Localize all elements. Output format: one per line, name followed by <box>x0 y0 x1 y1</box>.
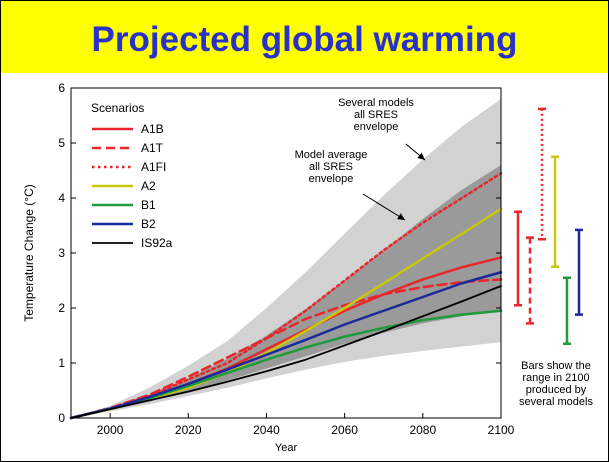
series-is92a-line <box>70 285 502 419</box>
series-b2-line <box>69 271 503 420</box>
envelope-2 <box>71 165 501 418</box>
legend-label-a1t: A1T <box>141 141 164 155</box>
envelope-layer <box>71 99 501 418</box>
annotation-2-arrowhead <box>397 213 405 220</box>
bars-caption-line-4: several models <box>519 396 593 408</box>
y-tick-label-5: 5 <box>58 136 65 150</box>
legend-label-is92a: IS92a <box>141 236 173 250</box>
x-tick-label-2100: 2100 <box>488 423 515 437</box>
annotation-2-arrow <box>362 193 406 221</box>
legend: Scenarios A1B A1T A1FI A2 B1 B2 IS92a <box>91 101 173 250</box>
y-tick-label-0: 0 <box>58 411 65 425</box>
x-axis-label: Year <box>275 442 298 454</box>
x-tick-label-2080: 2080 <box>409 423 436 437</box>
annotation-1-line-2: all SRES <box>354 109 398 121</box>
x-tick-label-2040: 2040 <box>253 423 280 437</box>
y-tick-label-1: 1 <box>58 356 65 370</box>
bars-caption-line-1: Bars show the <box>521 360 591 372</box>
legend-label-b2: B2 <box>141 217 156 231</box>
y-axis-label: Temperature Change (°C) <box>22 184 36 322</box>
legend-label-b1: B1 <box>141 198 156 212</box>
annotation-2-line-2: all SRES <box>309 161 353 173</box>
legend-title: Scenarios <box>91 101 144 115</box>
title-banner: Projected global warming <box>1 1 608 73</box>
y-tick-label-2: 2 <box>58 301 65 315</box>
annotation-2-line-1: Model average <box>295 149 368 161</box>
legend-label-a2: A2 <box>141 179 156 193</box>
y-tick-label-6: 6 <box>58 81 65 95</box>
annotation-1-line-1: Several models <box>338 97 414 109</box>
bars-caption-line-3: produced by <box>526 384 587 396</box>
y-tick-label-4: 4 <box>58 191 65 205</box>
x-tick-label-2020: 2020 <box>175 423 202 437</box>
legend-label-a1b: A1B <box>141 122 164 136</box>
slide-title: Projected global warming <box>91 20 518 59</box>
x-tick-label-2000: 2000 <box>97 423 124 437</box>
annotation-1-arrowhead <box>417 152 425 160</box>
y-tick-label-3: 3 <box>58 246 65 260</box>
axis-layer: 0 1 2 3 4 5 6 2000 2020 2040 2060 2080 2100 Year Tempe… <box>22 81 515 454</box>
series-layer <box>69 172 503 420</box>
annotation-2-line-3: envelope <box>309 173 354 185</box>
legend-label-a1fi: A1FI <box>141 160 166 174</box>
x-tick-label-2060: 2060 <box>331 423 358 437</box>
annotation-1-line-3: envelope <box>354 121 399 133</box>
bars-caption-line-2: range in 2100 <box>522 372 589 384</box>
envelope-1 <box>71 99 501 418</box>
